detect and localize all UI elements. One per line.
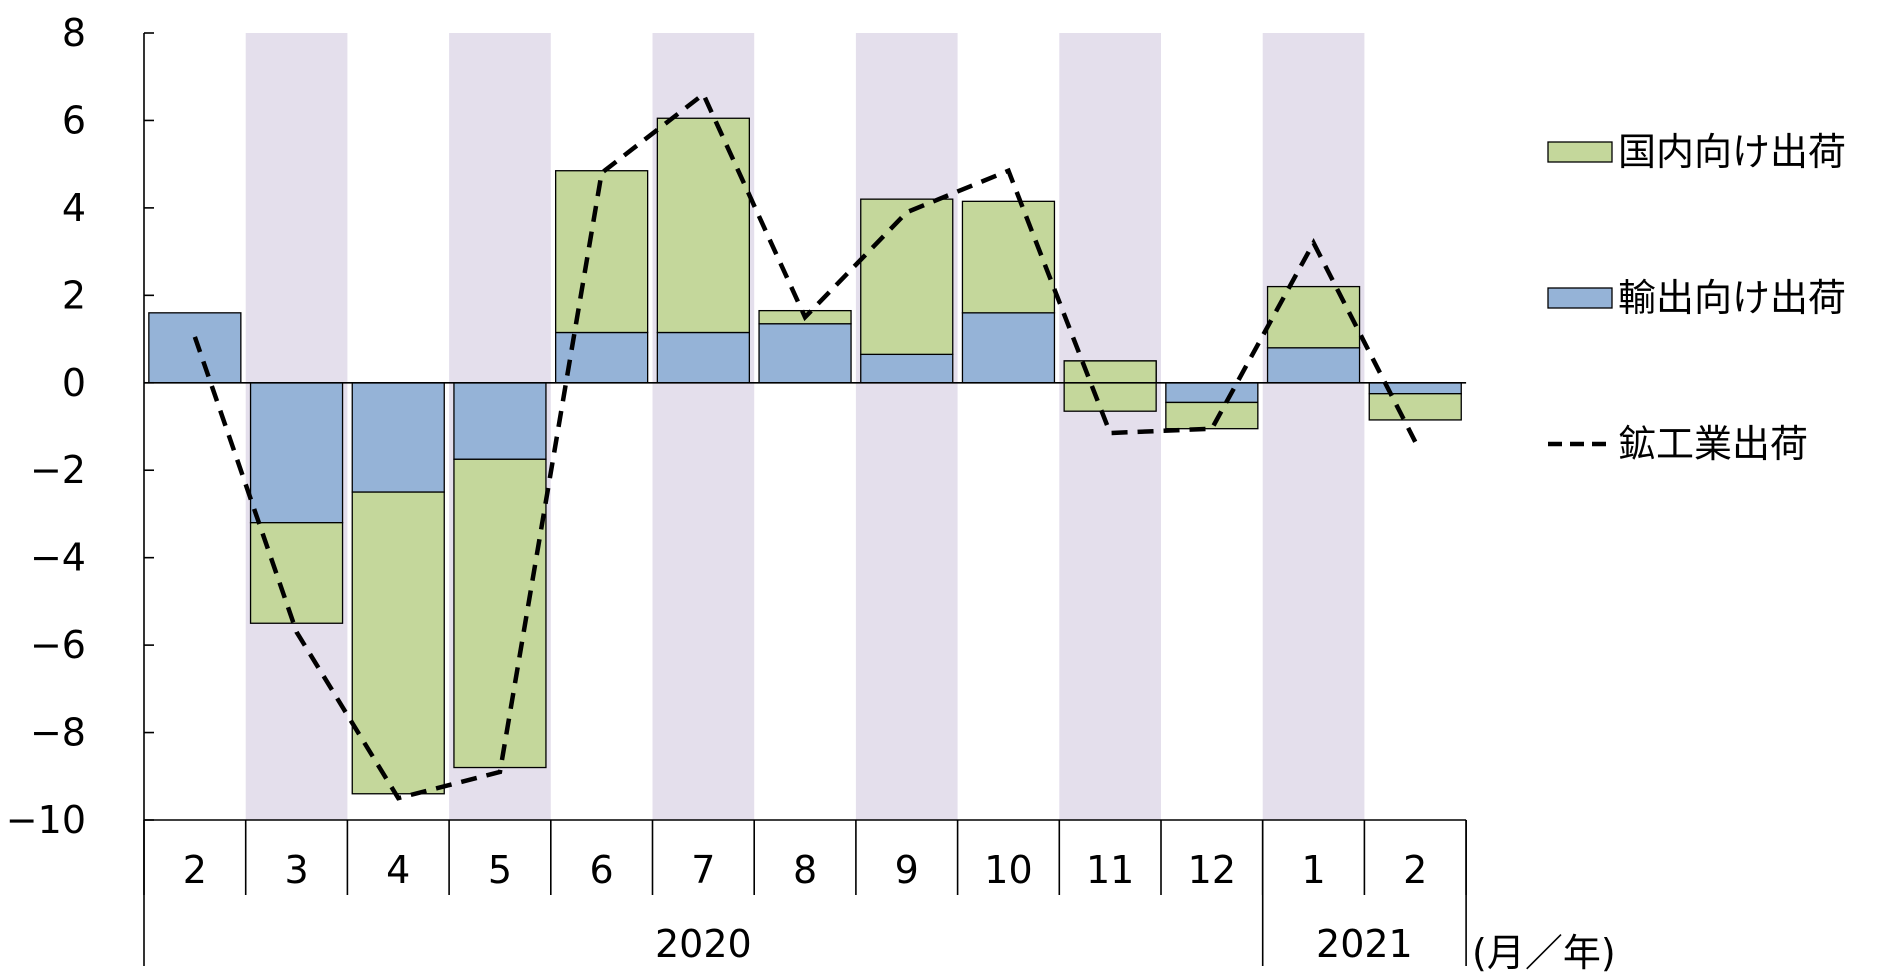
x-tick-label: 12 [1188,848,1236,892]
year-label: 2020 [655,922,752,966]
bar-export [351,382,445,493]
bar-domestic [1063,360,1157,412]
bar-domestic [1368,393,1462,421]
y-tick-label: −10 [6,798,86,842]
bar-export [249,382,344,524]
legend-label: 輸出向け出荷 [1618,276,1846,320]
y-tick-label: 4 [62,186,86,230]
line-layer [192,90,1418,801]
y-tick-label: 0 [62,361,86,405]
bar-domestic [961,200,1056,314]
line-series-total [192,90,1418,801]
bar-export [1368,382,1462,395]
shade-band [1262,33,1365,820]
year-label: 2021 [1316,922,1413,966]
x-tick-label: 8 [793,848,817,892]
x-unit-label: (月／年) [1472,931,1616,975]
bar-domestic [453,458,547,769]
bar-domestic [860,198,954,356]
x-tick-label: 1 [1301,848,1325,892]
bar-domestic [656,117,750,334]
bar-domestic [1266,285,1361,349]
x-tick-label: 2 [1403,848,1427,892]
y-tick-label: −8 [30,711,86,755]
shade-band [855,33,958,820]
bar-domestic [555,170,649,334]
legend-swatch [1547,141,1613,163]
y-tick-label: −2 [30,448,86,492]
bar-domestic [351,491,445,795]
x-tick-label: 3 [284,848,308,892]
bar-export [148,312,242,384]
x-tick-label: 5 [488,848,512,892]
bar-export [860,353,954,384]
bar-export [453,382,547,460]
y-tick-label: 2 [62,273,86,317]
x-tick-label: 7 [691,848,715,892]
bar-export [656,331,750,384]
bar-export [758,323,852,384]
shade-band [1059,33,1161,820]
x-tick-label: 11 [1086,848,1134,892]
y-tick-label: 8 [62,11,86,55]
x-tick-label: 2 [183,848,207,892]
y-tick-label: 6 [62,98,86,142]
x-tick-label: 9 [895,848,919,892]
bar-export [1165,382,1259,404]
legend-label: 国内向け出荷 [1618,130,1846,174]
y-tick-label: −4 [30,536,86,580]
bar-export [1266,347,1361,384]
x-tick-label: 10 [984,848,1032,892]
bar-layer [148,117,1462,795]
y-tick-label: −6 [30,623,86,667]
legend-swatch [1547,287,1613,309]
axis-layer [143,32,1467,966]
shading-layer [245,33,1365,820]
x-tick-label: 4 [386,848,410,892]
x-tick-label: 6 [590,848,614,892]
legend-label: 鉱工業出荷 [1618,422,1808,466]
bar-export [961,312,1056,384]
bar-domestic [1165,401,1259,430]
